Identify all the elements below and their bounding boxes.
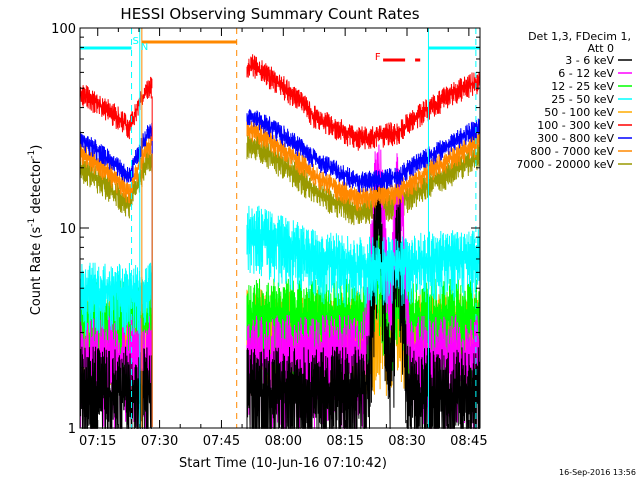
x-tick-label-6: 08:45: [450, 434, 487, 449]
marker-s: S: [133, 36, 139, 47]
legend-label-5: 100 - 300 keV: [537, 119, 614, 132]
y-label-sup-2: -1: [27, 150, 37, 159]
x-tick-label-4: 08:15: [326, 434, 363, 449]
x-tick-label-2: 07:45: [203, 434, 240, 449]
axes: 07:15 07:30 07:45 08:00 08:15 08:30 08:45 1 10 10…: [51, 22, 487, 449]
x-tick-label-0: 07:15: [79, 434, 116, 449]
y-tick-label-1: 10: [59, 222, 76, 237]
legend-label-6: 300 - 800 keV: [537, 132, 614, 145]
legend-label-2: 12 - 25 keV: [551, 80, 614, 93]
y-tick-label-2: 100: [51, 22, 76, 37]
markers: SN F: [80, 28, 480, 428]
marker-n: N: [141, 42, 148, 53]
y-axis-label: Count Rate (s-1 detector-1): [27, 145, 44, 316]
legend-label-7: 800 - 7000 keV: [530, 145, 614, 158]
x-tick-label-1: 07:30: [141, 434, 178, 449]
x-tick-label-5: 08:30: [388, 434, 425, 449]
chart-title: HESSI Observing Summary Count Rates: [120, 5, 419, 23]
legend-header-line-1: Det 1,3, FDecim 1,: [528, 30, 631, 43]
legend-label-0: 3 - 6 keV: [565, 54, 614, 67]
x-tick-label-3: 08:00: [265, 434, 302, 449]
legend-label-4: 50 - 100 keV: [544, 106, 614, 119]
legend-header-line-2: Att 0: [588, 42, 614, 55]
y-label-sup-1: -1: [27, 218, 37, 227]
legend-label-8: 7000 - 20000 keV: [516, 158, 614, 171]
y-label-main: Count Rate (s: [29, 227, 44, 316]
generation-timestamp: 16-Sep-2016 13:56: [559, 468, 636, 477]
x-axis-label: Start Time (10-Jun-16 07:10:42): [179, 456, 387, 471]
y-tick-label-0: 1: [68, 422, 76, 437]
legend-label-3: 25 - 50 keV: [551, 93, 614, 106]
legend-label-1: 6 - 12 keV: [558, 67, 614, 80]
y-label-end: ): [29, 145, 44, 150]
marker-f: F: [375, 52, 381, 63]
y-label-mid: detector: [29, 158, 44, 218]
